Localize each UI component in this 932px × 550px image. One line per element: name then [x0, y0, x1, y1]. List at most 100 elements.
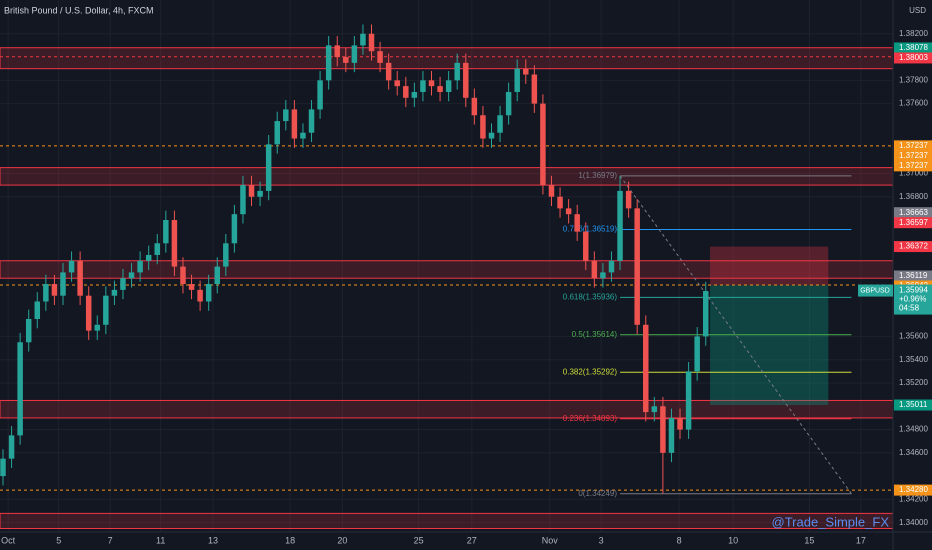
y-tick-label: 1.35200	[899, 378, 928, 387]
candle-body	[668, 417, 675, 453]
candle-body	[51, 284, 58, 296]
candle-body	[377, 51, 383, 63]
candle-body	[463, 62, 469, 98]
symbol-price-box	[894, 284, 932, 315]
candle-body	[497, 115, 503, 133]
currency: USD	[909, 6, 926, 15]
candle-body	[111, 289, 118, 296]
candle-body	[608, 260, 615, 273]
candle-body	[523, 68, 529, 75]
candle-body	[265, 144, 272, 191]
fib-label: 0.618(1.35936)	[563, 292, 618, 301]
price-badge	[894, 150, 932, 162]
price-badge-label: 1.38003	[899, 53, 928, 62]
candle-body	[308, 109, 315, 133]
candle-body	[445, 80, 452, 92]
candle-body	[394, 80, 400, 87]
candle-body	[0, 458, 6, 477]
candle-body	[197, 289, 203, 302]
candle-body	[505, 91, 512, 116]
fib-label: 0.5(1.35614)	[572, 330, 618, 339]
x-tick-label: 20	[337, 535, 347, 545]
price-badge	[894, 140, 932, 152]
candle-body	[548, 185, 555, 197]
price-badge	[894, 160, 932, 172]
y-tick-label: 1.37600	[899, 99, 928, 108]
candle-body	[411, 91, 418, 98]
x-tick-label: Oct	[1, 535, 16, 545]
price-badge	[894, 270, 932, 282]
candle-body	[540, 103, 546, 186]
price-badge-label: 1.37237	[899, 151, 928, 160]
candle-body	[163, 220, 169, 244]
candle-body	[240, 185, 246, 215]
y-tick-label: 1.38200	[899, 29, 928, 38]
x-tick-label: 8	[677, 535, 682, 545]
candle-body	[685, 371, 692, 430]
y-tick-label: 1.34200	[899, 495, 928, 504]
candle-body	[703, 291, 709, 337]
price-badge-label: 1.35011	[899, 400, 928, 409]
x-tick-label: 18	[285, 535, 295, 545]
zone	[0, 47, 894, 70]
candle-body	[437, 86, 443, 92]
fib-label: 1(1.36979)	[578, 171, 617, 180]
candle-body	[223, 243, 229, 267]
candle-body	[34, 301, 41, 319]
candle-body	[385, 62, 392, 81]
x-tick-label: 13	[208, 535, 218, 545]
fib-label: 0.786(1.36519)	[563, 225, 618, 234]
candle-body	[403, 86, 409, 98]
x-tick-label: 11	[156, 535, 165, 545]
candle-body	[625, 190, 632, 209]
y-tick-label: 1.34000	[899, 518, 928, 527]
candle-body	[128, 272, 135, 279]
symbol-change: +0.96%	[899, 295, 926, 304]
price-badge-label: 1.36663	[899, 208, 928, 217]
y-tick-label: 1.37000	[899, 169, 928, 178]
candle-body	[694, 336, 700, 372]
candle-body	[488, 132, 495, 139]
candle-body	[360, 33, 366, 46]
x-tick-label: 3	[599, 535, 604, 545]
candle-body	[565, 208, 572, 215]
candle-body	[334, 45, 340, 58]
candle-body	[591, 260, 598, 279]
price-badge	[894, 217, 932, 229]
x-tick-label: 15	[804, 535, 814, 545]
x-tick-label: 7	[108, 535, 113, 545]
candle-body	[214, 266, 220, 285]
candle-body	[368, 33, 375, 52]
x-tick-label: 27	[467, 535, 477, 545]
candle-body	[248, 185, 255, 197]
fib-label: 0.236(1.34893)	[563, 414, 618, 423]
x-tick-label: 17	[856, 535, 866, 545]
candle-body	[257, 190, 263, 197]
y-tick-label: 1.35400	[899, 355, 928, 364]
candle-body	[428, 80, 435, 87]
candle-body	[343, 57, 349, 63]
zone	[0, 512, 894, 530]
x-tick-label: 5	[56, 535, 61, 545]
price-badge-label: 1.36372	[899, 242, 928, 251]
candle-body	[471, 97, 478, 116]
price-badge	[894, 42, 932, 54]
price-badge-label: 1.37237	[899, 141, 928, 150]
candle-body	[677, 417, 683, 430]
candle-body	[420, 80, 426, 92]
candle-body	[68, 260, 75, 273]
candle-body	[231, 214, 238, 244]
y-tick-label: 1.35600	[899, 332, 928, 341]
candle-body	[643, 324, 649, 413]
candle-body	[514, 68, 520, 92]
candle-body	[137, 260, 143, 273]
candle-body	[120, 278, 126, 290]
candle-body	[77, 260, 83, 296]
x-tick-label: Nov	[542, 535, 559, 545]
target-zone	[710, 285, 829, 406]
candle-body	[454, 62, 460, 81]
symbol-tag	[858, 284, 893, 297]
watermark: @Trade_Simple_FX	[772, 514, 890, 529]
x-tick-label: 25	[414, 535, 424, 545]
candle-body	[17, 342, 23, 436]
